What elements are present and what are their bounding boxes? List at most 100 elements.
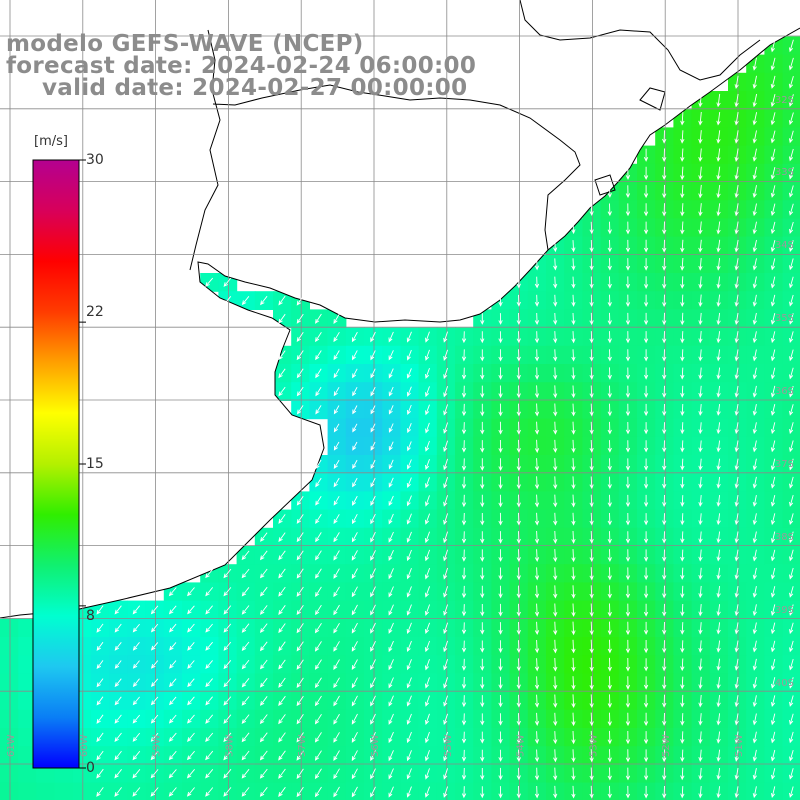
wind-arrow	[205, 714, 214, 724]
wind-arrow	[662, 549, 667, 562]
wind-arrow	[698, 239, 703, 253]
wind-arrow	[223, 768, 232, 779]
wind-arrow	[625, 676, 631, 690]
wind-arrow	[388, 477, 394, 488]
wind-arrow	[662, 385, 667, 398]
wind-arrow	[698, 749, 703, 762]
wind-arrow	[461, 749, 467, 762]
wind-arrow	[770, 276, 776, 289]
wind-arrow	[770, 786, 776, 799]
wind-arrow	[625, 166, 631, 180]
wind-arrow	[607, 185, 612, 198]
wind-arrow	[680, 239, 685, 253]
wind-arrow	[534, 312, 540, 326]
wind-arrow	[752, 622, 757, 635]
wind-arrow	[789, 258, 794, 271]
wind-arrow	[752, 422, 757, 435]
wind-arrow	[278, 586, 286, 597]
wind-arrow	[388, 695, 394, 707]
wind-arrow	[461, 331, 467, 344]
wind-arrow	[443, 586, 449, 598]
lat-label-36s: 36S	[774, 386, 794, 397]
wind-cell	[18, 655, 37, 674]
wind-cell	[0, 691, 19, 711]
wind-arrow	[625, 549, 631, 562]
wind-arrow	[296, 514, 304, 524]
wind-arrow	[589, 730, 594, 745]
wind-arrow	[534, 658, 540, 672]
wind-arrow	[607, 603, 612, 617]
wind-arrow	[789, 622, 794, 635]
wind-arrow	[625, 331, 631, 344]
wind-arrow	[480, 367, 485, 380]
wind-arrow	[716, 749, 721, 762]
wind-arrow	[788, 39, 794, 53]
wind-arrow	[241, 750, 250, 761]
wind-arrow	[516, 331, 521, 344]
wind-arrow	[516, 749, 521, 763]
wind-arrow	[662, 494, 667, 508]
wind-arrow	[333, 768, 340, 780]
wind-arrow	[571, 767, 576, 781]
wind-arrow	[351, 713, 358, 725]
wind-arrow	[698, 658, 703, 672]
wind-arrow	[788, 130, 794, 144]
wind-arrow	[425, 404, 430, 416]
wind-arrow	[752, 567, 757, 580]
wind-arrow	[241, 768, 250, 779]
wind-arrow	[680, 567, 685, 580]
wind-arrow	[352, 386, 358, 397]
wind-arrow	[443, 386, 449, 398]
wind-arrow	[698, 148, 703, 162]
wind-arrow	[516, 512, 521, 526]
lat-label-35s: 35S	[774, 313, 794, 324]
wind-arrow	[406, 640, 412, 653]
wind-arrow	[789, 276, 794, 289]
wind-arrow	[150, 660, 159, 669]
wind-arrow	[571, 276, 576, 289]
wind-arrow	[789, 331, 794, 343]
wind-arrow	[370, 331, 376, 343]
wind-arrow	[278, 695, 286, 707]
wind-arrow	[571, 585, 576, 599]
wind-arrow	[716, 112, 721, 126]
map-title-model: modelo GEFS-WAVE (NCEP)	[6, 31, 364, 57]
wind-arrow	[132, 696, 140, 706]
wind-arrow	[534, 439, 540, 454]
wind-arrow	[625, 603, 631, 617]
wind-arrow	[571, 403, 576, 417]
wind-arrow	[443, 622, 449, 635]
wind-arrow	[625, 385, 631, 399]
wind-arrow	[789, 240, 794, 253]
wind-arrow	[406, 677, 412, 689]
wind-arrow	[370, 622, 376, 634]
wind-arrow	[461, 713, 467, 726]
wind-arrow	[625, 421, 631, 435]
wind-arrow	[680, 148, 685, 162]
wind-arrow	[352, 477, 358, 488]
wind-arrow	[516, 349, 521, 362]
wind-arrow	[516, 549, 521, 563]
wind-arrow	[425, 477, 430, 489]
wind-arrow	[789, 549, 794, 562]
wind-arrow	[752, 713, 757, 726]
wind-arrow	[424, 786, 431, 798]
wind-arrow	[187, 696, 195, 706]
wind-arrow	[716, 495, 721, 507]
wind-arrow	[424, 659, 430, 671]
wind-arrow	[241, 641, 250, 652]
wind-arrow	[333, 514, 340, 524]
wind-arrow	[425, 422, 430, 434]
wind-arrow	[770, 658, 776, 671]
wind-arrow	[789, 531, 794, 544]
wind-arrow	[480, 713, 485, 726]
wind-arrow	[388, 331, 394, 343]
wind-arrow	[352, 368, 358, 379]
wind-arrow	[114, 750, 122, 761]
wind-arrow	[352, 459, 358, 469]
wind-arrow	[680, 458, 685, 471]
wind-arrow	[114, 605, 122, 615]
wind-arrow	[625, 239, 631, 253]
wind-arrow	[643, 367, 649, 380]
wind-arrow	[315, 604, 322, 616]
